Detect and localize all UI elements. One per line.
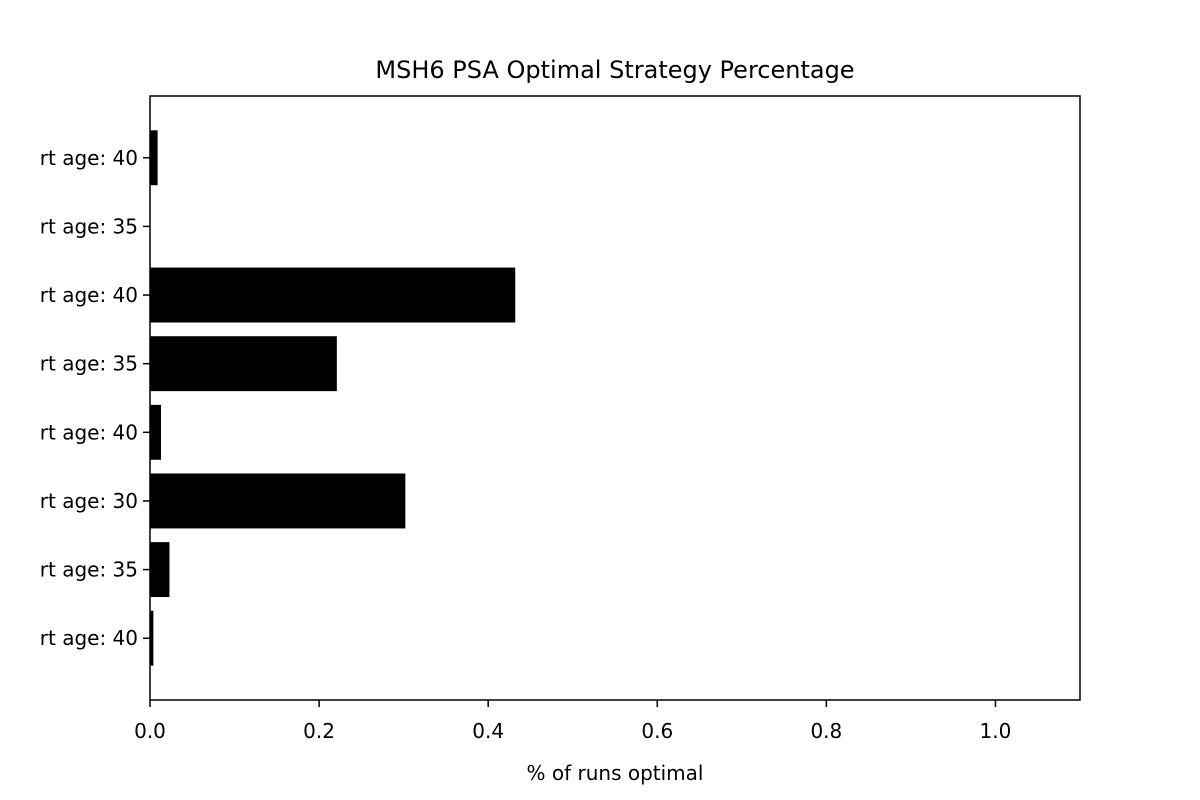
y-tick-label-5: rt age: 40 <box>40 283 138 307</box>
y-tick-label-6: rt age: 35 <box>40 214 138 238</box>
y-tick-label-3: rt age: 40 <box>40 420 138 444</box>
x-axis-label: % of runs optimal <box>527 761 704 785</box>
y-tick-label-2: rt age: 30 <box>40 489 138 513</box>
bars-group <box>150 130 516 666</box>
bar-3 <box>150 404 161 460</box>
x-tick-label-2: 0.4 <box>472 719 504 743</box>
plot-frame <box>149 95 1081 701</box>
x-tick-label-4: 0.8 <box>810 719 842 743</box>
x-tick-label-0: 0.0 <box>134 719 166 743</box>
chart-title: MSH6 PSA Optimal Strategy Percentage <box>375 56 854 84</box>
y-tick-label-1: rt age: 35 <box>40 558 138 582</box>
y-axis: rt age: 40 rt age: 35 rt age: 30 rt age: 40… <box>40 146 150 650</box>
bar-2 <box>150 473 406 529</box>
bar-4 <box>150 336 337 392</box>
x-tick-label-5: 1.0 <box>980 719 1012 743</box>
bar-0 <box>150 610 154 666</box>
y-tick-label-0: rt age: 40 <box>40 626 138 650</box>
bar-1 <box>150 542 170 598</box>
x-axis: 0.0 0.2 0.4 0.6 0.8 1.0 <box>134 700 1011 743</box>
x-tick-label-1: 0.2 <box>303 719 335 743</box>
x-tick-label-3: 0.6 <box>641 719 673 743</box>
bar-5 <box>150 267 516 323</box>
bar-7 <box>150 130 158 186</box>
y-tick-label-7: rt age: 40 <box>40 146 138 170</box>
y-tick-label-4: rt age: 35 <box>40 352 138 376</box>
